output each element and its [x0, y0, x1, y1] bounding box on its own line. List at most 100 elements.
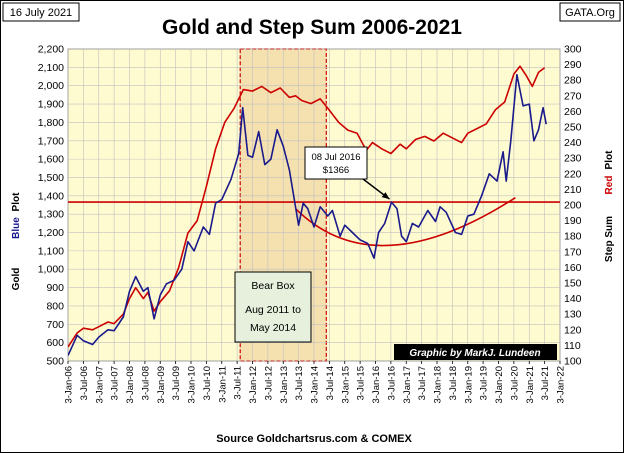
left-tick-label: 1,100 [38, 245, 64, 257]
right-tick-label: 170 [564, 246, 582, 258]
left-tick-label: 2,100 [38, 62, 64, 74]
left-tick-label: 1,200 [38, 227, 64, 239]
left-axis-plot-label: Plot [11, 192, 22, 212]
x-tick-label: 3-Jul-16 [386, 366, 397, 400]
x-tick-label: 3-Jan-19 [463, 366, 474, 404]
bear-box-label [234, 271, 312, 343]
left-tick-label: 1,600 [38, 154, 64, 166]
left-tick-label: 600 [46, 337, 64, 349]
date-label: 16 July 2021 [10, 7, 72, 19]
x-tick-label: 3-Jul-06 [79, 366, 90, 400]
right-tick-label: 130 [564, 309, 582, 321]
left-tick-label: 800 [46, 300, 64, 312]
x-tick-label: 3-Jul-19 [479, 366, 490, 400]
gata-box [559, 2, 621, 22]
x-tick-label: 3-Jul-18 [448, 366, 459, 400]
x-tick-label: 3-Jan-06 [64, 366, 75, 404]
right-tick-label: 100 [564, 356, 582, 368]
x-tick-label: 3-Jan-10 [187, 366, 198, 404]
right-tick-label: 230 [564, 153, 582, 165]
left-y-ticks: 500 600 700 800 900 1,000 1,100 1,200 1,300 1,400… [38, 44, 64, 368]
x-tick-label: 3-Jan-08 [125, 366, 136, 404]
left-tick-label: 1,800 [38, 117, 64, 129]
source-label: Source Goldchartsrus.com & COMEX [216, 433, 412, 445]
x-tick-label: 3-Jan-17 [402, 366, 413, 404]
right-tick-label: 270 [564, 90, 582, 102]
right-tick-label: 250 [564, 122, 582, 134]
x-tick-label: 3-Jul-07 [110, 366, 121, 400]
x-tick-label: 3-Jan-16 [371, 366, 382, 404]
x-tick-label: 3-Jul-12 [263, 366, 274, 400]
left-axis-blue-label: Blue [11, 217, 22, 239]
right-tick-label: 300 [564, 44, 582, 56]
credit-label: Graphic by MarkJ. Lundeen [409, 348, 540, 359]
right-axis-red-label: Red [604, 176, 615, 195]
right-tick-label: 220 [564, 168, 582, 180]
left-tick-label: 1,000 [38, 264, 64, 276]
gata-label: GATA.Org [565, 7, 615, 19]
callout-box [304, 146, 368, 180]
right-tick-label: 150 [564, 278, 582, 290]
x-tick-label: 3-Jan-15 [340, 366, 351, 404]
left-tick-label: 500 [46, 356, 64, 368]
credit-box [394, 344, 557, 360]
bear-box-line1: Aug 2011 to [245, 304, 301, 316]
right-tick-label: 200 [564, 200, 582, 212]
right-axis-plot-label: Plot [604, 150, 615, 170]
right-tick-label: 180 [564, 231, 582, 243]
left-tick-label: 1,400 [38, 190, 64, 202]
x-tick-label: 3-Jul-11 [233, 366, 244, 400]
right-tick-label: 110 [564, 340, 581, 352]
bear-box-line2: May 2014 [250, 322, 296, 334]
callout-price: $1366 [323, 165, 349, 176]
right-tick-label: 120 [564, 324, 582, 336]
x-tick-label: 3-Jan-07 [94, 366, 105, 404]
left-tick-label: 1,900 [38, 99, 64, 111]
x-tick-label: 3-Jan-22 [556, 366, 567, 404]
callout-arrowhead [381, 192, 390, 200]
x-tick-label: 3-Jan-12 [248, 366, 259, 404]
left-tick-label: 900 [46, 282, 64, 294]
x-tick-label: 3-Jan-11 [217, 366, 228, 403]
left-tick-label: 2,000 [38, 80, 64, 92]
x-tick-label: 3-Jul-17 [417, 366, 428, 400]
right-tick-label: 160 [564, 262, 582, 274]
x-tick-label: 3-Jul-15 [356, 366, 367, 400]
left-tick-label: 700 [46, 319, 64, 331]
x-ticks: 3-Jan-06 3-Jul-06 3-Jan-07 3-Jul-07 3-Jan-08… [64, 361, 567, 404]
right-tick-label: 290 [564, 59, 582, 71]
gold-series-line [68, 73, 547, 356]
chart-title: Gold and Step Sum 2006-2021 [162, 16, 462, 39]
right-y-ticks: 100 110 120 130 140 150 160 170 180 190 200 210 220 2… [564, 44, 582, 368]
right-tick-label: 190 [564, 215, 582, 227]
x-tick-label: 3-Jan-13 [279, 366, 290, 404]
right-tick-label: 140 [564, 293, 582, 305]
trend-arc [294, 196, 516, 247]
left-tick-label: 1,500 [38, 172, 64, 184]
x-tick-label: 3-Jul-14 [325, 366, 336, 400]
x-tick-label: 3-Jul-08 [140, 366, 151, 400]
left-axis-gold-label: Gold [11, 268, 22, 291]
right-tick-label: 280 [564, 75, 582, 87]
step-sum-series-line [68, 65, 546, 348]
x-tick-label: 3-Jan-21 [525, 366, 536, 404]
left-tick-label: 1,700 [38, 135, 64, 147]
right-tick-label: 260 [564, 106, 582, 118]
x-tick-label: 3-Jan-14 [310, 366, 321, 404]
right-axis-step-label: Step Sum [604, 216, 615, 262]
x-tick-label: 3-Jul-20 [509, 366, 520, 400]
right-tick-label: 240 [564, 137, 582, 149]
x-tick-label: 3-Jul-10 [202, 366, 213, 400]
x-tick-label: 3-Jan-20 [494, 366, 505, 404]
callout-date: 08 Jul 2016 [311, 152, 360, 163]
x-tick-label: 3-Jul-21 [540, 366, 551, 400]
left-tick-label: 1,300 [38, 209, 64, 221]
x-tick-label: 3-Jul-13 [294, 366, 305, 400]
bear-box-title: Bear Box [251, 280, 295, 292]
x-tick-label: 3-Jul-09 [171, 366, 182, 400]
left-tick-label: 2,200 [38, 44, 64, 56]
date-box [2, 2, 80, 22]
x-tick-label: 3-Jan-18 [433, 366, 444, 404]
